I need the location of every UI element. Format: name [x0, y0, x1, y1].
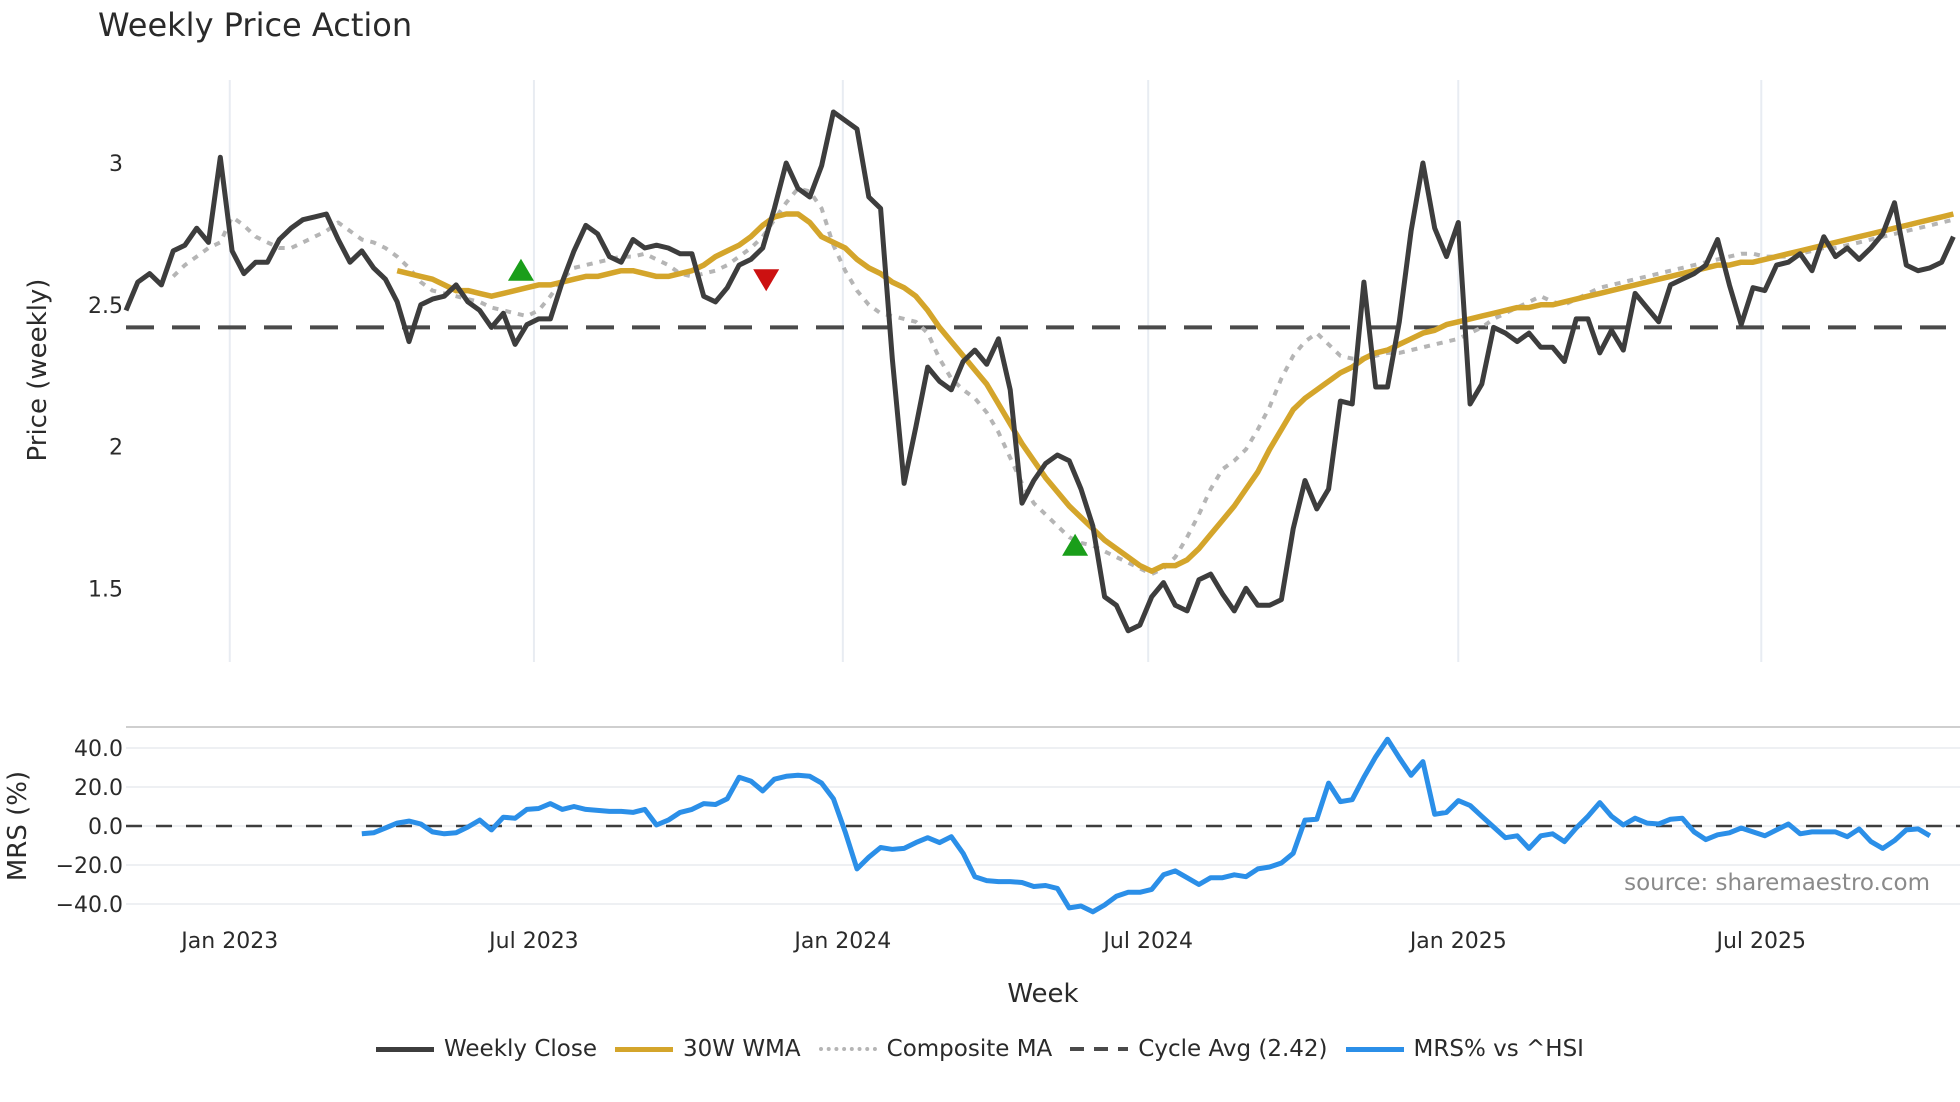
price-series — [123, 109, 1956, 634]
y-tick-label: 2.5 — [88, 294, 123, 319]
y-tick-label: 3 — [109, 152, 123, 177]
cycle-avg-swatch-icon — [1070, 1047, 1129, 1051]
price-gridlines — [228, 80, 1763, 662]
y-tick-label: 40.0 — [74, 737, 123, 762]
composite-ma-line — [171, 186, 1954, 577]
y-tick-label: 2 — [109, 436, 123, 461]
legend: Weekly Close 30W WMA Composite MA Cycle … — [0, 1036, 1960, 1062]
buy-signal-icon — [1062, 533, 1089, 556]
weekly-close-swatch-icon — [376, 1046, 435, 1052]
mrs-series — [361, 736, 1932, 915]
x-tick-label: Jan 2024 — [792, 929, 891, 954]
legend-item-weekly-close[interactable]: Weekly Close — [376, 1036, 597, 1062]
mrs-y-axis: −40.0 −20.0 0.0 20.0 40.0 — [56, 737, 123, 918]
x-axis: Jan 2023 Jul 2023 Jan 2024 Jul 2024 Jan 2025… — [179, 929, 1806, 954]
legend-label: MRS% vs ^HSI — [1413, 1036, 1584, 1062]
x-tick-label: Jan 2023 — [179, 929, 278, 954]
source-note: source: sharemaestro.com — [1624, 870, 1930, 896]
chart-title: Weekly Price Action — [98, 6, 413, 44]
weekly-close-line — [123, 109, 1956, 634]
legend-label: Weekly Close — [444, 1036, 597, 1062]
mrs-line — [361, 736, 1932, 915]
y-tick-label: −40.0 — [56, 893, 123, 918]
legend-label: Composite MA — [886, 1036, 1053, 1062]
legend-label: 30W WMA — [683, 1036, 801, 1062]
price-y-axis-title: Price (weekly) — [23, 279, 53, 462]
wma-swatch-icon — [615, 1046, 673, 1052]
y-tick-label: 20.0 — [74, 776, 123, 801]
x-tick-label: Jul 2023 — [487, 929, 579, 954]
x-tick-label: Jan 2025 — [1408, 929, 1507, 954]
price-y-axis: 1.5 2 2.5 3 — [88, 152, 123, 602]
legend-item-cycle-avg[interactable]: Cycle Avg (2.42) — [1070, 1036, 1328, 1062]
y-tick-label: −20.0 — [56, 854, 123, 879]
buy-signal-icon — [507, 258, 534, 281]
30w-wma-line — [396, 211, 1955, 574]
legend-label: Cycle Avg (2.42) — [1138, 1036, 1328, 1062]
x-tick-label: Jul 2025 — [1715, 929, 1807, 954]
mrs-swatch-icon — [1345, 1046, 1404, 1052]
y-tick-label: 0.0 — [88, 815, 123, 840]
legend-item-mrs[interactable]: MRS% vs ^HSI — [1345, 1036, 1584, 1062]
y-tick-label: 1.5 — [88, 577, 123, 602]
x-axis-title: Week — [1007, 979, 1078, 1009]
mrs-y-axis-title: MRS (%) — [3, 771, 33, 881]
legend-item-composite-ma[interactable]: Composite MA — [818, 1036, 1053, 1062]
sell-signal-icon — [753, 269, 780, 292]
x-tick-label: Jul 2024 — [1101, 929, 1193, 954]
legend-item-30w-wma[interactable]: 30W WMA — [615, 1036, 801, 1062]
signal-markers — [507, 258, 1089, 556]
composite-ma-swatch-icon — [818, 1047, 877, 1051]
